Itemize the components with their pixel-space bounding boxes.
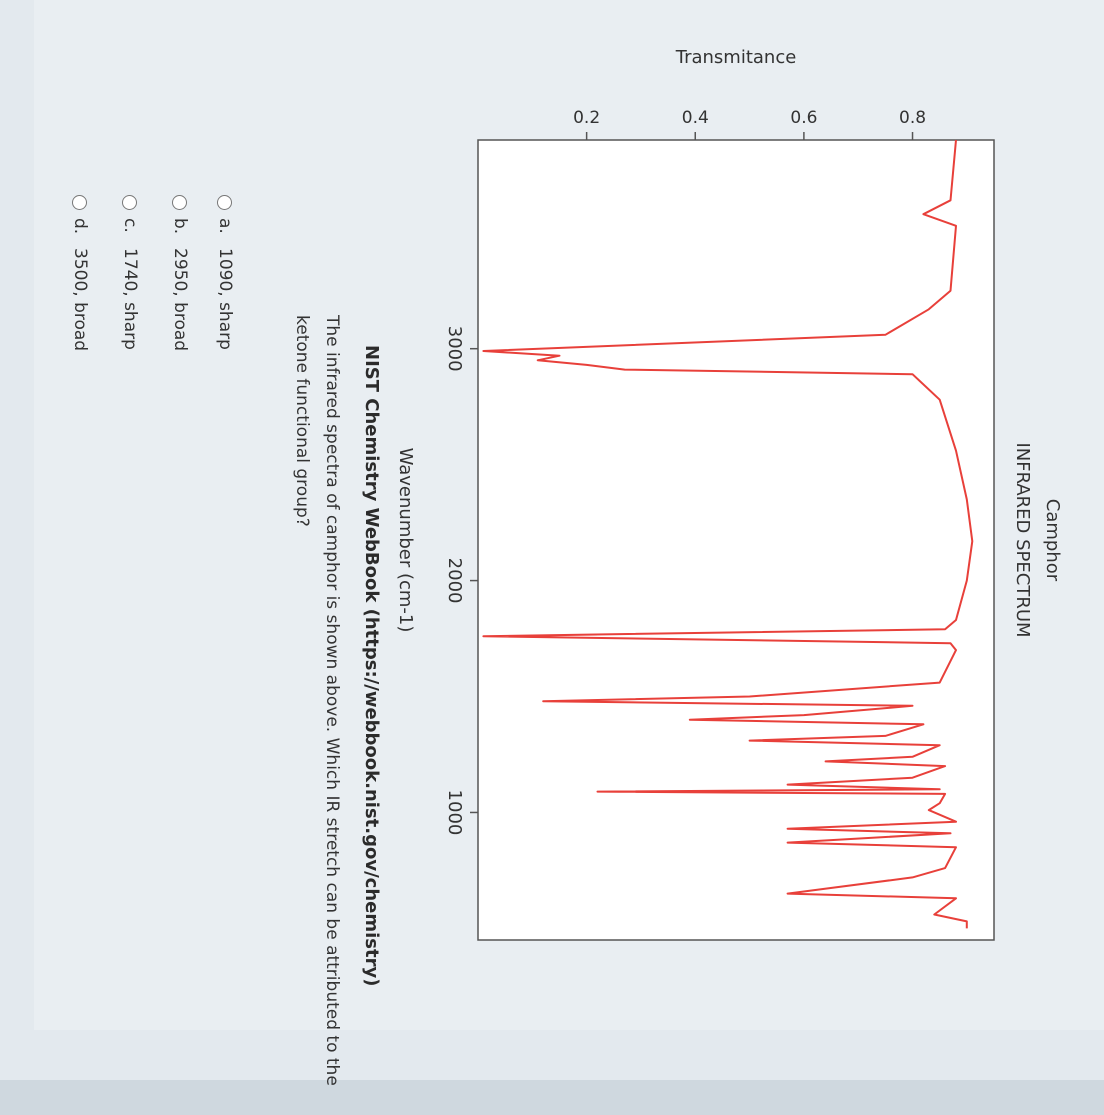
option-text: 1090, sharp	[215, 248, 235, 350]
source-text: NIST Chemistry WebBook (https://webbook.…	[361, 345, 382, 987]
y-axis-label: Transmitance	[675, 47, 797, 68]
y-tick-label: 0.2	[573, 108, 600, 128]
plot-area	[477, 139, 995, 941]
x-tick-label: 1000	[444, 790, 465, 836]
y-tick-label: 0.6	[790, 108, 817, 128]
spectrum-line	[482, 139, 974, 929]
option-text: 2950, broad	[170, 248, 190, 352]
question-text: The infrared spectra of camphor is shown…	[292, 315, 342, 1086]
radio-button[interactable]	[217, 195, 233, 210]
option-letter: a.	[215, 218, 235, 234]
chart-title: Camphor	[1042, 499, 1063, 582]
x-tick-label: 3000	[444, 326, 465, 372]
radio-button[interactable]	[72, 195, 88, 210]
quiz-page: Camphor INFRARED SPECTRUM Wavenumber (cm…	[0, 0, 1104, 1086]
ir-chart: Camphor INFRARED SPECTRUM Wavenumber (cm…	[395, 47, 1063, 941]
answer-option[interactable]: a. 1090, sharp	[211, 195, 239, 350]
option-letter: b.	[170, 218, 190, 235]
radio-button[interactable]	[172, 195, 188, 210]
answer-option[interactable]: b. 2950, broad	[166, 195, 194, 351]
screen: {"chart_data": {"type": "line", "title":…	[0, 0, 1104, 1086]
x-axis-label: Wavenumber (cm-1)	[395, 448, 416, 633]
y-tick-label: 0.8	[899, 108, 926, 128]
y-tick-label: 0.4	[682, 108, 709, 128]
option-letter: c.	[120, 218, 140, 233]
x-tick-label: 2000	[444, 558, 465, 604]
chart-subtitle: INFRARED SPECTRUM	[1012, 442, 1033, 637]
option-text: 1740, sharp	[120, 248, 140, 350]
radio-button[interactable]	[122, 195, 138, 210]
option-text: 3500, broad	[70, 248, 90, 352]
answer-option[interactable]: c. 1740, sharp	[116, 195, 144, 350]
answer-option[interactable]: d. 3500, broad	[66, 195, 94, 351]
option-letter: d.	[70, 218, 90, 235]
